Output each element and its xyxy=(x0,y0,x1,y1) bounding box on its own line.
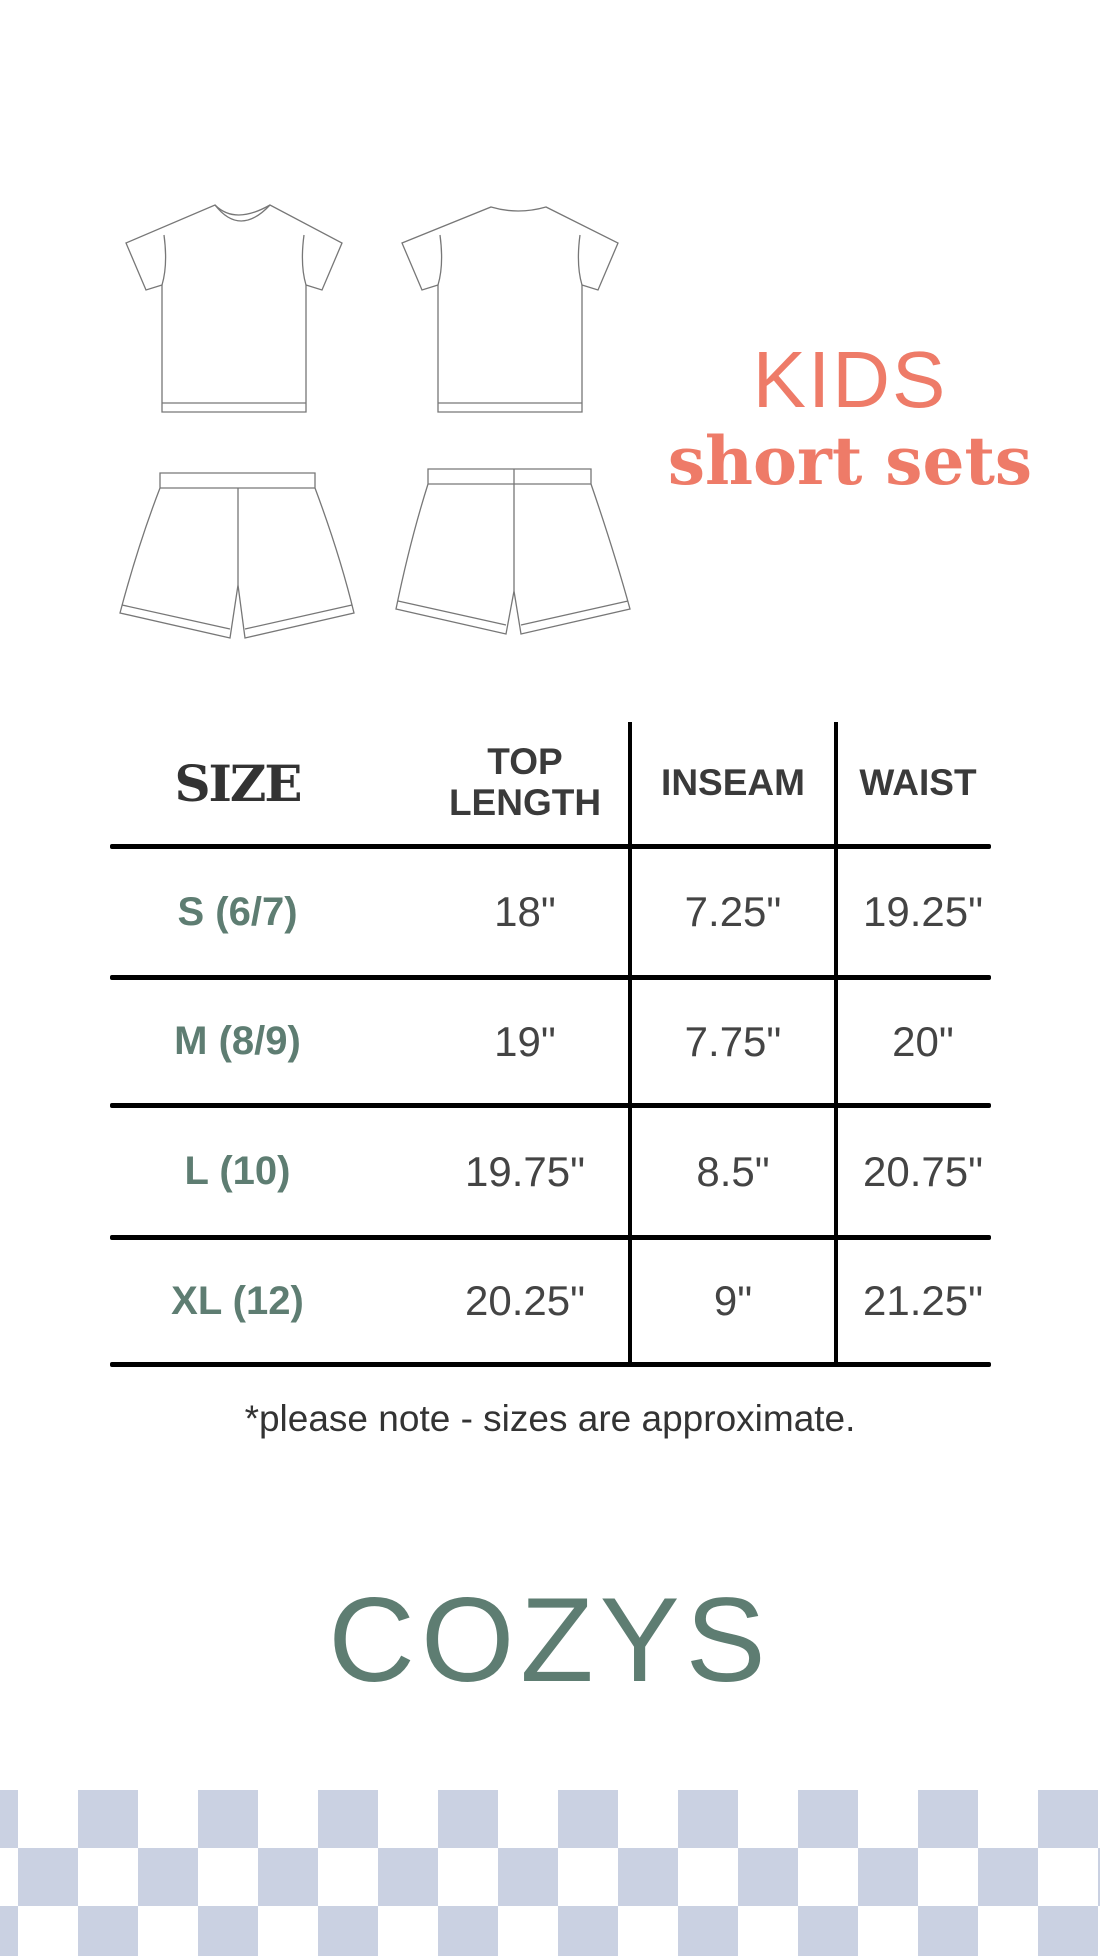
checker-square xyxy=(558,1906,618,1956)
waist-value: 20" xyxy=(892,1017,954,1065)
header-inseam: INSEAM xyxy=(661,761,805,803)
checker-square xyxy=(198,1906,258,1956)
column-divider xyxy=(834,722,838,1364)
checker-square xyxy=(318,1906,378,1956)
top-length-value: 18" xyxy=(494,888,556,935)
checker-square xyxy=(858,1848,918,1906)
row-divider xyxy=(110,1235,991,1240)
checker-square xyxy=(198,1790,258,1848)
top-length-value: 19.75" xyxy=(464,1147,585,1195)
size-label: M (8/9) xyxy=(174,1019,301,1063)
checker-square xyxy=(438,1906,498,1956)
checker-square xyxy=(798,1790,858,1848)
row-divider xyxy=(110,1362,991,1367)
checker-square xyxy=(1098,1848,1100,1906)
checker-square xyxy=(138,1848,198,1906)
size-label: S (6/7) xyxy=(177,889,298,934)
inseam-value: 9" xyxy=(713,1277,753,1324)
checker-square xyxy=(438,1790,498,1848)
waist-value: 21.25" xyxy=(862,1277,983,1324)
inseam-value: 7.25" xyxy=(684,888,782,935)
size-label: XL (12) xyxy=(171,1278,304,1323)
row-divider xyxy=(110,1103,991,1108)
row-divider xyxy=(110,975,991,980)
checker-square xyxy=(0,1906,18,1956)
brand-logo: COZYS xyxy=(328,1573,772,1707)
checker-square xyxy=(258,1848,318,1906)
checker-square xyxy=(978,1848,1038,1906)
title-short-sets: short sets xyxy=(667,422,1033,500)
tshirt-back-icon xyxy=(401,206,619,413)
shorts-front-icon xyxy=(119,472,355,639)
row-divider xyxy=(110,844,991,849)
checker-square xyxy=(738,1848,798,1906)
shorts-back-icon xyxy=(395,468,631,635)
checker-square xyxy=(78,1906,138,1956)
top-length-value: 19" xyxy=(494,1017,556,1065)
title-kids: KIDS xyxy=(752,335,948,424)
checker-square xyxy=(78,1790,138,1848)
checker-square xyxy=(1038,1906,1098,1956)
checker-square xyxy=(18,1848,78,1906)
inseam-value: 8.5" xyxy=(696,1147,770,1195)
checker-square xyxy=(378,1848,438,1906)
top-length-value: 20.25" xyxy=(464,1277,585,1324)
header-waist: WAIST xyxy=(859,761,977,803)
sizing-note: *please note - sizes are approximate. xyxy=(244,1398,856,1439)
garment-illustrations xyxy=(119,204,631,639)
checker-square xyxy=(558,1790,618,1848)
checker-square xyxy=(0,1790,18,1848)
size-label: L (10) xyxy=(184,1149,291,1193)
checker-square xyxy=(678,1790,738,1848)
column-divider xyxy=(628,722,632,1364)
waist-value: 20.75" xyxy=(862,1147,983,1195)
checker-square xyxy=(678,1906,738,1956)
waist-value: 19.25" xyxy=(862,888,983,935)
checker-square xyxy=(618,1848,678,1906)
header-top-length: TOP LENGTH xyxy=(448,741,602,823)
checker-square xyxy=(498,1848,558,1906)
checker-square xyxy=(918,1790,978,1848)
header-size: SIZE xyxy=(174,753,302,813)
tshirt-front-icon xyxy=(125,204,343,413)
checker-square xyxy=(318,1790,378,1848)
checker-square xyxy=(918,1906,978,1956)
inseam-value: 7.75" xyxy=(684,1017,782,1065)
checker-square xyxy=(798,1906,858,1956)
checker-square xyxy=(1038,1790,1098,1848)
checkerboard-pattern xyxy=(0,1790,1100,1956)
